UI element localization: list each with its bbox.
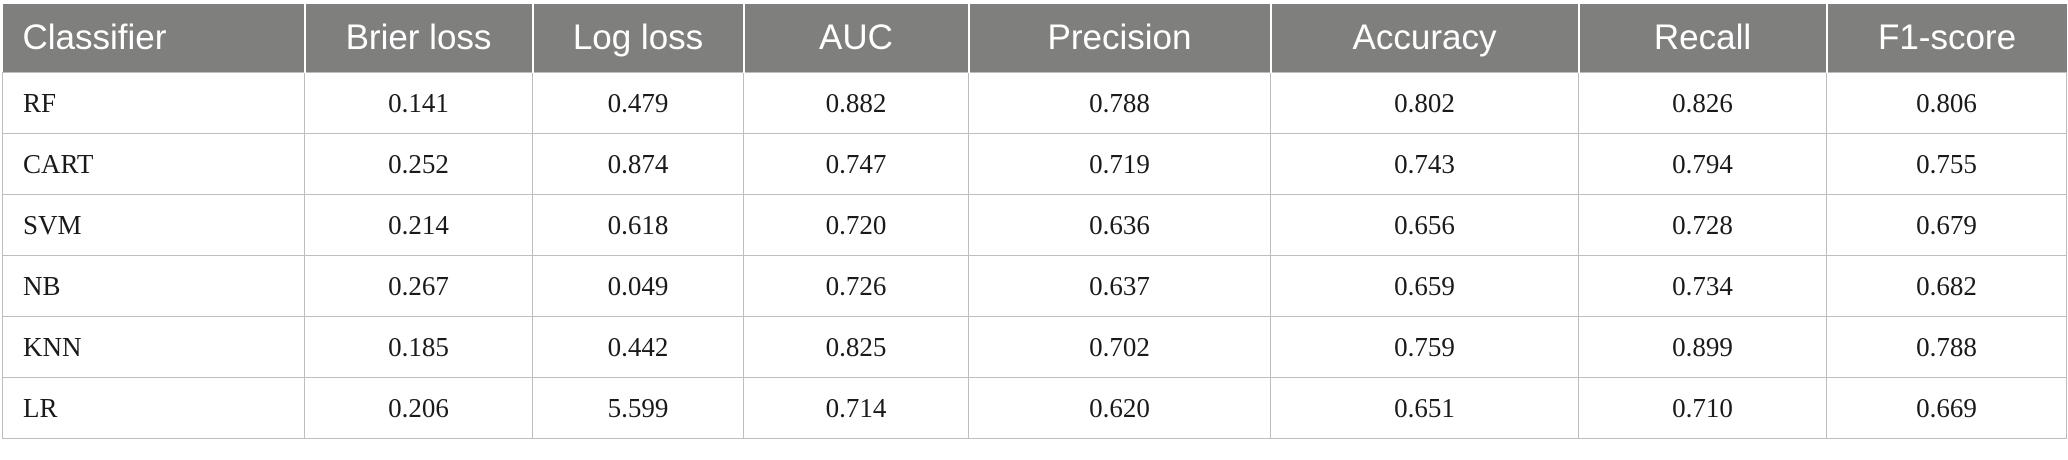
cell-f1-score: 0.682 (1826, 255, 2067, 317)
cell-log-loss: 0.874 (532, 133, 744, 195)
header-precision: Precision (967, 4, 1271, 73)
cell-auc: 0.720 (743, 194, 969, 256)
cell-classifier: KNN (2, 316, 305, 378)
cell-log-loss: 0.442 (532, 316, 744, 378)
cell-classifier: RF (2, 72, 305, 134)
cell-accuracy: 0.743 (1270, 133, 1579, 195)
header-accuracy: Accuracy (1269, 4, 1579, 73)
cell-classifier: SVM (2, 194, 305, 256)
cell-recall: 0.728 (1578, 194, 1827, 256)
header-auc: AUC (742, 4, 969, 73)
cell-brier-loss: 0.252 (304, 133, 533, 195)
cell-auc: 0.726 (743, 255, 969, 317)
cell-brier-loss: 0.185 (304, 316, 533, 378)
classifier-metrics-table: Classifier Brier loss Log loss AUC Preci… (2, 4, 2067, 439)
cell-log-loss: 0.479 (532, 72, 744, 134)
cell-recall: 0.734 (1578, 255, 1827, 317)
header-row: Classifier Brier loss Log loss AUC Preci… (2, 4, 2067, 73)
cell-classifier: LR (2, 377, 305, 439)
cell-f1-score: 0.679 (1826, 194, 2067, 256)
cell-precision: 0.637 (968, 255, 1271, 317)
cell-precision: 0.620 (968, 377, 1271, 439)
header-log-loss: Log loss (531, 4, 744, 73)
cell-recall: 0.826 (1578, 72, 1827, 134)
cell-recall: 0.899 (1578, 316, 1827, 378)
cell-precision: 0.702 (968, 316, 1271, 378)
cell-accuracy: 0.759 (1270, 316, 1579, 378)
cell-accuracy: 0.659 (1270, 255, 1579, 317)
cell-f1-score: 0.788 (1826, 316, 2067, 378)
cell-log-loss: 0.618 (532, 194, 744, 256)
cell-f1-score: 0.755 (1826, 133, 2067, 195)
table-row: CART 0.252 0.874 0.747 0.719 0.743 0.794… (2, 133, 2067, 195)
cell-classifier: NB (2, 255, 305, 317)
cell-brier-loss: 0.267 (304, 255, 533, 317)
cell-log-loss: 0.049 (532, 255, 744, 317)
cell-brier-loss: 0.141 (304, 72, 533, 134)
cell-recall: 0.794 (1578, 133, 1827, 195)
cell-accuracy: 0.802 (1270, 72, 1579, 134)
cell-precision: 0.636 (968, 194, 1271, 256)
cell-f1-score: 0.669 (1826, 377, 2067, 439)
cell-precision: 0.719 (968, 133, 1271, 195)
table-row: SVM 0.214 0.618 0.720 0.636 0.656 0.728 … (2, 194, 2067, 256)
table-header: Classifier Brier loss Log loss AUC Preci… (2, 4, 2067, 73)
cell-brier-loss: 0.206 (304, 377, 533, 439)
cell-recall: 0.710 (1578, 377, 1827, 439)
cell-log-loss: 5.599 (532, 377, 744, 439)
cell-precision: 0.788 (968, 72, 1271, 134)
header-recall: Recall (1577, 4, 1827, 73)
table-row: KNN 0.185 0.442 0.825 0.702 0.759 0.899 … (2, 316, 2067, 378)
header-classifier: Classifier (2, 4, 305, 73)
cell-classifier: CART (2, 133, 305, 195)
header-f1-score: F1-score (1825, 4, 2067, 73)
table-body: RF 0.141 0.479 0.882 0.788 0.802 0.826 0… (2, 72, 2067, 439)
classifier-metrics-table-container: Classifier Brier loss Log loss AUC Preci… (2, 4, 2067, 439)
cell-accuracy: 0.656 (1270, 194, 1579, 256)
cell-auc: 0.882 (743, 72, 969, 134)
table-row: NB 0.267 0.049 0.726 0.637 0.659 0.734 0… (2, 255, 2067, 317)
cell-auc: 0.714 (743, 377, 969, 439)
cell-auc: 0.825 (743, 316, 969, 378)
cell-f1-score: 0.806 (1826, 72, 2067, 134)
cell-auc: 0.747 (743, 133, 969, 195)
table-row: LR 0.206 5.599 0.714 0.620 0.651 0.710 0… (2, 377, 2067, 439)
cell-accuracy: 0.651 (1270, 377, 1579, 439)
table-row: RF 0.141 0.479 0.882 0.788 0.802 0.826 0… (2, 72, 2067, 134)
cell-brier-loss: 0.214 (304, 194, 533, 256)
header-brier-loss: Brier loss (303, 4, 533, 73)
